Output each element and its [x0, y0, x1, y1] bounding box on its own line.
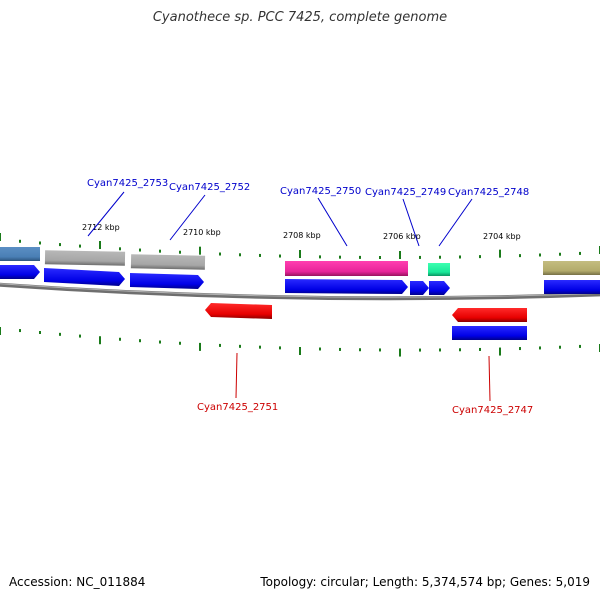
feature-olive-right[interactable] [543, 261, 600, 275]
gene-arrow-cyan7425-2751[interactable] [205, 303, 272, 319]
gene-arrow-cyan7425-2750[interactable] [285, 279, 408, 294]
tick-marks-top [0, 233, 600, 259]
gene-arrow-forward-left[interactable] [0, 265, 40, 279]
genome-backbone [0, 282, 600, 301]
feature-gray-2752[interactable] [130, 254, 206, 270]
gene-arrow-cyan7425-2753[interactable] [44, 268, 125, 286]
gene-arrow-forward-right[interactable] [544, 280, 600, 294]
tick-label-2712: 2712 kbp [82, 223, 120, 232]
topology-text: Topology: circular; Length: 5,374,574 bp… [260, 575, 590, 589]
tick-label-2704: 2704 kbp [483, 232, 521, 241]
forward-gene-track [0, 265, 600, 295]
feature-green-2748[interactable] [428, 263, 450, 276]
accession-text: Accession: NC_011884 [9, 575, 146, 589]
gene-label-cyan7425-2747[interactable]: Cyan7425_2747 [452, 405, 533, 416]
gene-arrow-cyan7425-2749[interactable] [410, 281, 429, 295]
tick-label-2706: 2706 kbp [383, 232, 421, 241]
tick-marks-bottom [0, 327, 600, 357]
gene-label-cyan7425-2748[interactable]: Cyan7425_2748 [448, 187, 529, 198]
genome-title: Cyanothece sp. PCC 7425, complete genome [152, 10, 448, 25]
feature-blue-2747[interactable] [452, 326, 527, 340]
tick-label-2708: 2708 kbp [283, 231, 321, 240]
label-leader-lines [87, 191, 491, 402]
feature-pink-2750[interactable] [285, 261, 408, 276]
gene-arrow-cyan7425-2747[interactable] [452, 308, 527, 322]
feature-steel-left[interactable] [0, 247, 40, 261]
gene-label-cyan7425-2752[interactable]: Cyan7425_2752 [169, 182, 250, 193]
gene-arrow-cyan7425-2752[interactable] [130, 273, 204, 289]
reverse-gene-track [205, 303, 527, 340]
tick-label-2710: 2710 kbp [183, 228, 221, 237]
gene-label-cyan7425-2753[interactable]: Cyan7425_2753 [87, 178, 168, 189]
gene-label-cyan7425-2749[interactable]: Cyan7425_2749 [365, 187, 446, 198]
feature-gray-2753[interactable] [44, 250, 126, 266]
gene-arrow-cyan7425-2748[interactable] [429, 281, 450, 295]
gene-label-cyan7425-2751[interactable]: Cyan7425_2751 [197, 402, 278, 413]
forward-feature-track [0, 247, 600, 276]
gene-label-cyan7425-2750[interactable]: Cyan7425_2750 [280, 186, 361, 197]
